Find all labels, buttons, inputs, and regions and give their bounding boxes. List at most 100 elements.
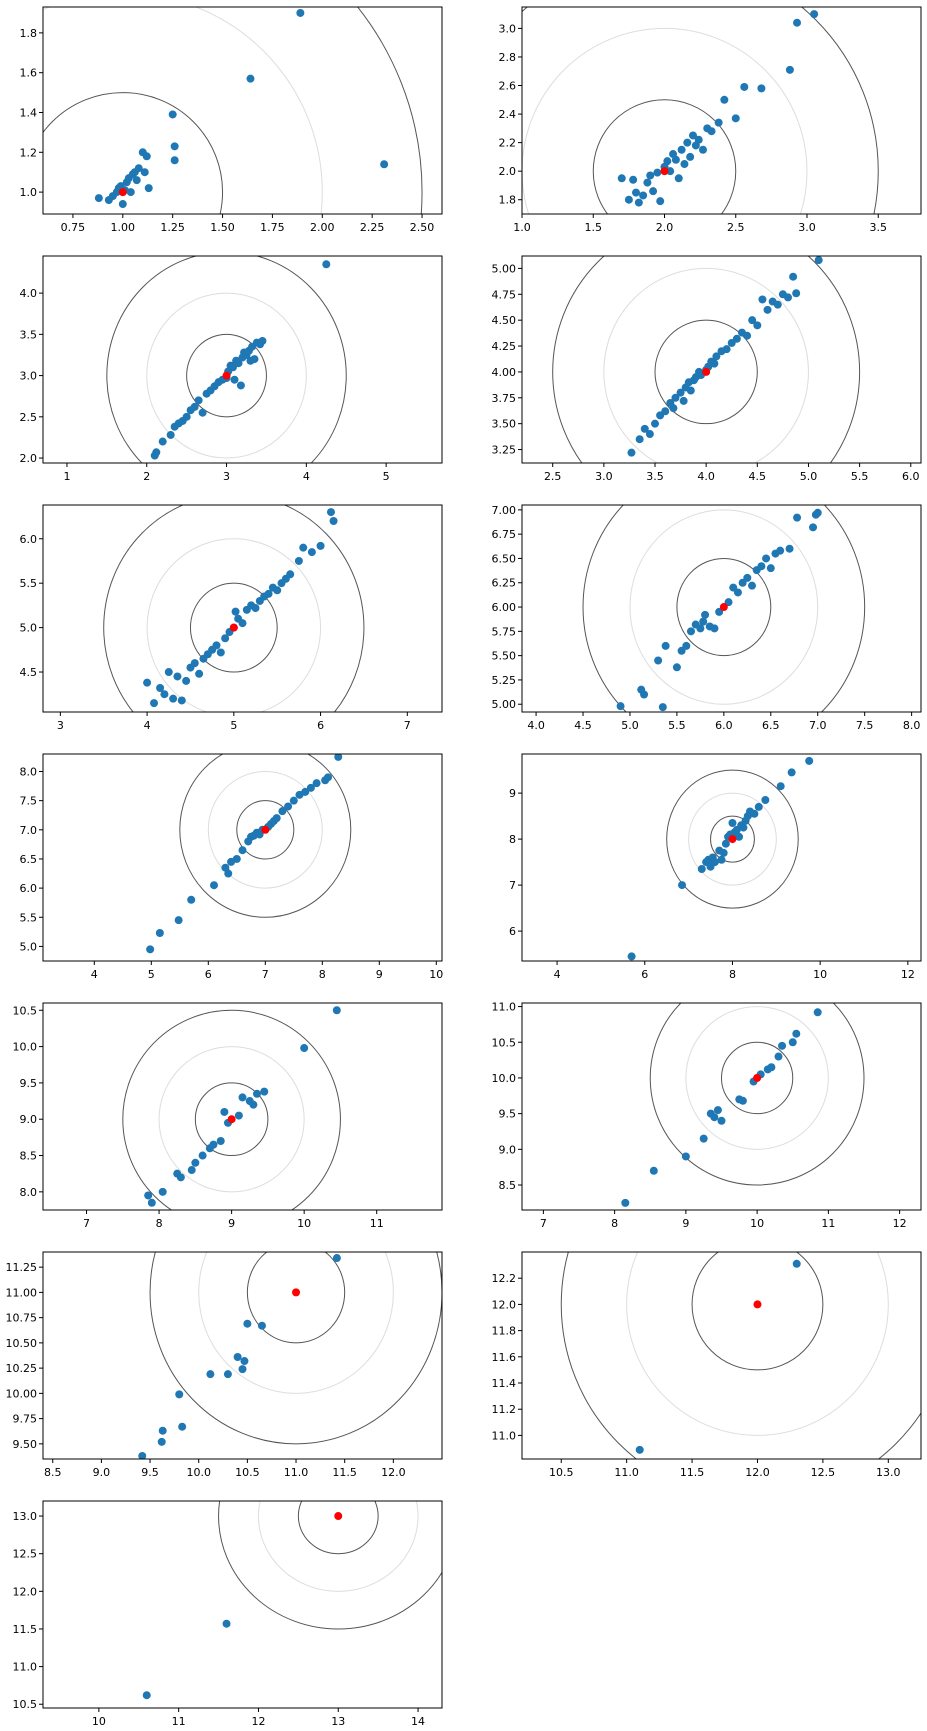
x-tick-label: 12	[251, 1715, 265, 1728]
x-tick-label: 10.5	[235, 1466, 260, 1479]
radius-circle-2	[522, 27, 808, 214]
data-point	[719, 848, 728, 857]
scatter-panel-4: 2.5 3.0 3.5 4.0 4.5 5.0 5.5 6.0 3.25 3.50 3.75 4.00…	[492, 255, 922, 483]
radius-circle-3	[582, 505, 866, 712]
data-point	[228, 363, 237, 372]
data-point	[234, 359, 243, 368]
y-tick-label: 2.8	[499, 51, 517, 64]
data-point	[671, 393, 680, 402]
x-tick-label: 10.0	[186, 1466, 211, 1479]
data-point	[735, 832, 744, 841]
x-tick-label: 5.5	[851, 470, 869, 483]
data-point	[312, 779, 321, 788]
radius-circle-1	[710, 815, 755, 863]
data-point	[146, 945, 155, 954]
y-tick-label: 3.25	[492, 444, 517, 457]
y-tick-label: 5.5	[20, 577, 38, 590]
y-tick-label: 10.5	[13, 1004, 38, 1017]
radius-circle-1	[676, 557, 772, 657]
x-tick-label: 12	[901, 968, 915, 981]
y-tick-label: 1.8	[20, 27, 38, 40]
x-tick-label: 10.5	[549, 1466, 574, 1479]
radius-circle-3	[218, 1501, 442, 1630]
data-point	[156, 684, 165, 693]
data-point	[639, 191, 648, 200]
data-point	[682, 641, 691, 650]
data-point	[686, 627, 695, 636]
axes-frame	[42, 1251, 443, 1460]
radius-circle-2	[257, 1501, 419, 1592]
data-point	[627, 448, 636, 457]
data-point	[651, 419, 659, 428]
axes-frame	[521, 504, 922, 713]
x-tick-label: 10	[750, 1217, 764, 1230]
data-point	[332, 1254, 341, 1263]
data-point	[253, 1089, 262, 1098]
radius-circle-2	[146, 538, 322, 712]
radius-circle-1	[654, 319, 758, 425]
data-point	[243, 1319, 252, 1328]
x-tick-label: 6	[641, 968, 648, 981]
y-tick-label: 13.0	[13, 1510, 38, 1523]
data-point	[714, 118, 723, 127]
radius-circle-2	[603, 267, 809, 463]
radius-circle-2	[43, 7, 323, 214]
axes-frame	[521, 6, 922, 215]
data-point	[624, 195, 633, 204]
x-tick-label: 11.5	[680, 1466, 705, 1479]
data-point	[712, 352, 721, 361]
x-tick-label: 11	[370, 1217, 384, 1230]
x-tick-label: 1	[63, 470, 70, 483]
data-point	[158, 1187, 167, 1196]
data-point	[258, 336, 267, 345]
radius-circle-3	[552, 256, 861, 463]
plot-area	[142, 1501, 442, 1700]
data-point	[173, 672, 182, 681]
data-point	[717, 855, 726, 864]
data-point	[257, 1321, 266, 1330]
x-tick-label: 7	[540, 1217, 547, 1230]
data-point	[231, 607, 240, 616]
radius-circle-3	[103, 505, 365, 712]
data-point	[144, 184, 153, 193]
x-tick-label: 9.5	[141, 1466, 159, 1479]
data-point	[656, 197, 665, 206]
data-point	[784, 293, 792, 302]
y-tick-label: 2.4	[499, 108, 517, 121]
x-tick-label: 4	[91, 968, 98, 981]
data-point	[696, 624, 705, 633]
y-tick-label: 6.75	[492, 528, 517, 541]
data-point	[170, 156, 179, 165]
radius-circle-1	[189, 582, 278, 673]
data-point	[232, 854, 241, 863]
x-tick-label: 2.0	[656, 221, 674, 234]
y-tick-label: 6	[509, 925, 516, 938]
x-tick-label: 6	[205, 968, 212, 981]
data-point	[94, 194, 103, 203]
plot-area	[106, 256, 347, 463]
x-tick-label: 12.0	[381, 1466, 406, 1479]
y-tick-label: 2.5	[20, 411, 38, 424]
data-point	[679, 396, 688, 405]
data-point	[731, 114, 740, 123]
plot-area	[146, 754, 352, 954]
radius-circle-1	[194, 1082, 269, 1157]
data-point	[766, 564, 775, 573]
y-tick-label: 5.25	[492, 674, 517, 687]
plot-area	[627, 756, 814, 961]
x-tick-label: 13	[331, 1715, 345, 1728]
data-point	[332, 1006, 341, 1015]
data-point	[669, 404, 678, 413]
y-tick-label: 1.4	[20, 106, 38, 119]
data-point	[160, 690, 169, 699]
scatter-panel-2: 1.0 1.5 2.0 2.5 3.0 3.5 1.8 2.0 2.2 2.4 2.6 2.8 3.0	[499, 6, 922, 234]
data-point	[178, 1422, 187, 1431]
x-tick-label: 2	[143, 470, 150, 483]
data-point	[686, 152, 695, 161]
x-tick-label: 8.0	[903, 719, 921, 732]
y-tick-label: 1.2	[20, 146, 38, 159]
x-tick-label: 3.0	[798, 221, 816, 234]
data-point	[134, 164, 143, 173]
y-tick-label: 10.75	[6, 1312, 38, 1325]
